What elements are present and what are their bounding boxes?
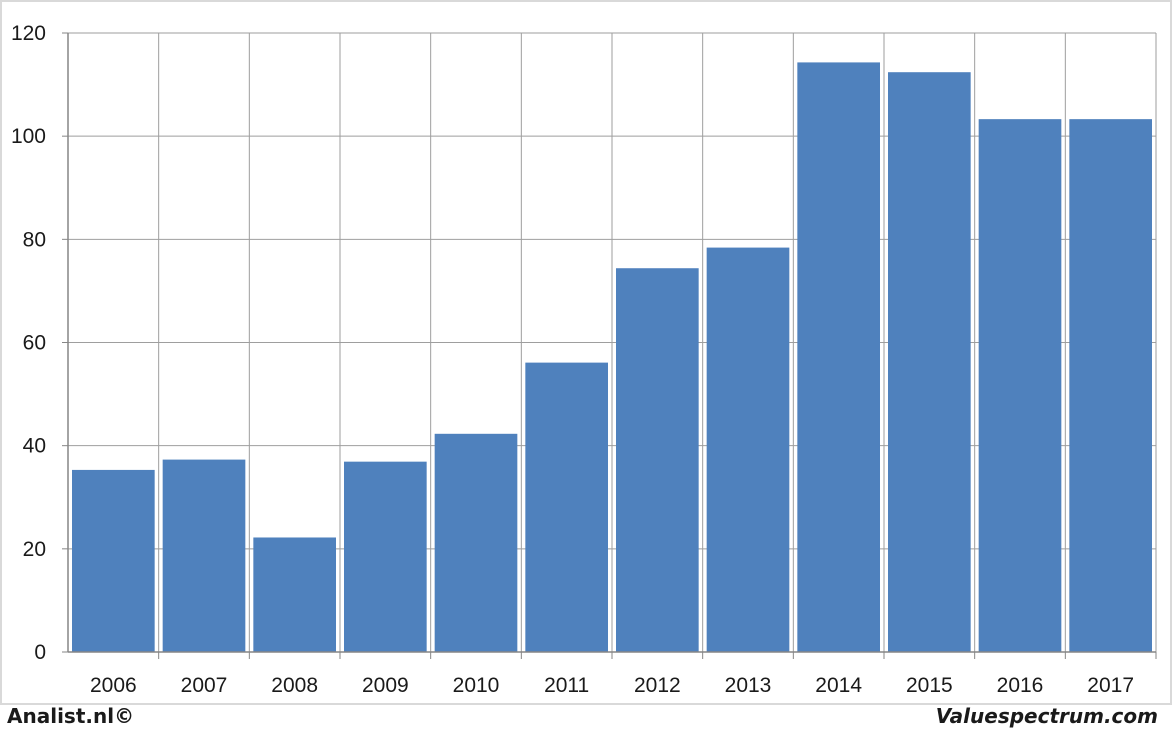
y-tick-label: 120 — [11, 22, 46, 45]
axes — [62, 32, 1157, 659]
x-tick-label: 2011 — [544, 674, 589, 697]
x-tick-label: 2010 — [453, 674, 500, 697]
x-tick-label: 2015 — [906, 674, 953, 697]
bars — [72, 62, 1152, 653]
credit-right: Valuespectrum.com — [935, 704, 1158, 728]
y-tick-label: 80 — [23, 228, 46, 251]
x-tick-label: 2009 — [362, 674, 409, 697]
bar-2013 — [706, 247, 790, 652]
bar-2009 — [344, 461, 427, 652]
bar-2015 — [888, 72, 971, 653]
x-tick-label: 2016 — [997, 674, 1044, 697]
bar-2010 — [434, 433, 518, 652]
x-tick-label: 2006 — [90, 674, 137, 697]
bar-2017 — [1069, 119, 1152, 652]
y-tick-label: 100 — [11, 125, 46, 148]
y-tick-label: 60 — [23, 332, 46, 355]
x-tick-label: 2013 — [725, 674, 772, 697]
x-tick-label: 2017 — [1087, 674, 1134, 697]
x-tick-label: 2014 — [815, 674, 862, 697]
x-tick-label: 2007 — [181, 674, 228, 697]
x-tick-label: 2008 — [271, 674, 318, 697]
x-tick-label: 2012 — [634, 674, 681, 697]
bar-2014 — [797, 62, 880, 652]
y-tick-label: 40 — [23, 435, 46, 458]
bar-2006 — [72, 469, 155, 652]
y-tick-labels: 0 20 40 60 80 100 120 — [11, 22, 46, 664]
bar-2012 — [616, 268, 699, 652]
bar-2016 — [978, 119, 1062, 652]
bar-2011 — [525, 362, 608, 652]
gridlines — [68, 32, 1157, 652]
x-tick-labels: 2006 2007 2008 2009 2010 2011 2012 2013 2014 2015… — [90, 674, 1134, 697]
credit-left: Analist.nl© — [7, 704, 135, 728]
bar-2008 — [253, 537, 336, 652]
bar-2007 — [162, 459, 246, 652]
y-tick-label: 0 — [34, 641, 46, 664]
y-tick-label: 20 — [23, 538, 46, 561]
